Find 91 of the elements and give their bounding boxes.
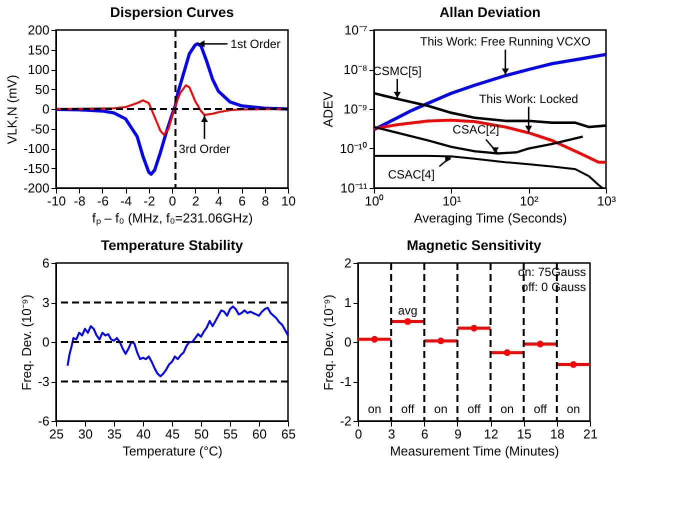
x-tick-label: 10⁰: [364, 194, 384, 208]
x-axis-title: Measurement Time (Minutes): [390, 444, 560, 458]
x-tick-label: 12: [484, 426, 498, 442]
legend-label: CSAC[2]: [452, 122, 500, 136]
y-tick-label: 6: [42, 256, 50, 270]
y-tick-label: 0: [344, 334, 352, 350]
point: [570, 361, 577, 368]
point: [470, 324, 478, 332]
y-tick-label: 0: [42, 334, 50, 350]
point: [536, 340, 544, 348]
x-tick-label: 55: [223, 426, 238, 442]
y-tick-label: 10⁻¹⁰: [340, 141, 368, 156]
x-tick-label: -6: [97, 194, 109, 208]
x-tick-label: 10²: [520, 194, 540, 208]
y-axis-title: Freq. Dev. (10⁻⁹): [320, 294, 336, 391]
point: [404, 318, 412, 325]
line-series: [66, 305, 289, 378]
chart-title: Allan Deviation: [439, 4, 541, 20]
annotation: on: [368, 402, 382, 416]
x-tick-label: 10³: [597, 194, 617, 208]
x-axis-title: Averaging Time (Seconds): [414, 210, 567, 226]
annotation: avg: [398, 303, 418, 318]
x-tick-label: 25: [49, 426, 64, 442]
point: [371, 336, 378, 343]
x-tick-label: -2: [144, 194, 156, 208]
chart-title: Magnetic Sensitivity: [406, 237, 542, 253]
y-tick-label: 1: [344, 295, 352, 310]
series-label: CSMC[5]: [372, 64, 422, 78]
x-tick-label: 18: [550, 426, 565, 442]
x-tick-label: 60: [252, 426, 267, 442]
x-tick-label: -4: [120, 194, 132, 208]
y-axis-title: VLK,N (mV): [4, 74, 20, 144]
x-tick-label: 3: [388, 426, 396, 442]
x-tick-label: 50: [194, 426, 209, 442]
y-tick-label: 2: [344, 256, 352, 270]
annotation: off: [534, 402, 548, 416]
y-tick-label: 10⁻⁸: [344, 62, 368, 77]
x-tick-label: 6: [238, 194, 246, 208]
y-tick-label: 100: [28, 62, 50, 77]
y-tick-label: -1: [340, 374, 352, 389]
x-tick-label: 35: [107, 426, 122, 442]
x-tick-label: 21: [583, 426, 598, 442]
x-tick-label: 0: [168, 194, 176, 208]
y-tick-label: -100: [23, 141, 50, 156]
x-tick-label: 8: [262, 194, 269, 208]
y-tick-label: 50: [35, 82, 50, 97]
y-tick-label: -50: [30, 121, 50, 136]
y-tick-label: 10⁻⁷: [344, 22, 368, 38]
chart-title: Temperature Stability: [100, 237, 244, 253]
x-tick-label: 6: [421, 426, 428, 442]
y-tick-label: -6: [38, 414, 50, 428]
x-tick-label: -10: [47, 194, 66, 208]
x-tick-label: 2: [192, 194, 200, 208]
y-tick-label: 3: [42, 295, 50, 310]
x-tick-label: 30: [78, 426, 93, 442]
annotation: off: [467, 402, 482, 416]
x-axis-title: fₚ – f₀ (MHz, f₀=231.06GHz): [92, 210, 253, 226]
y-tick-label: -2: [340, 414, 352, 428]
x-axis-title: Temperature (°C): [122, 444, 222, 458]
annotation: on: 75Gauss: [518, 265, 586, 279]
annotation: off: [401, 402, 415, 416]
x-tick-label: -8: [74, 194, 86, 208]
x-tick-label: 10: [281, 194, 296, 208]
annotation: on: [500, 402, 514, 416]
y-tick-label: 200: [28, 22, 50, 38]
text: 1st Order: [230, 36, 281, 51]
chart-title: Dispersion Curves: [110, 4, 234, 20]
series-label: 3rd Order: [178, 142, 230, 156]
y-tick-label: -200: [23, 180, 50, 196]
y-tick-label: 10⁻¹¹: [340, 180, 368, 196]
annotation: on: [566, 402, 580, 416]
point: [504, 349, 510, 356]
annotation: on: [434, 402, 448, 416]
x-tick-label: 45: [165, 426, 180, 442]
y-tick-label: -150: [23, 160, 50, 176]
x-tick-label: 15: [516, 426, 532, 442]
y-tick-label: -3: [38, 374, 50, 389]
y-tick-label: 150: [28, 42, 50, 58]
series-label: This Work: Locked: [479, 92, 578, 106]
y-tick-label: 10⁻⁹: [343, 102, 368, 116]
point: [438, 337, 444, 344]
x-tick-label: 10¹: [442, 194, 462, 208]
y-axis-title: Freq. Dev. (10⁻⁹): [18, 294, 34, 391]
series-label: CSAC[4]: [388, 167, 435, 182]
y-tick-label: 0: [42, 102, 50, 116]
x-tick-label: 4: [215, 194, 223, 208]
y-axis-title: ADEV: [320, 91, 336, 128]
x-tick-label: 9: [454, 426, 462, 442]
series-label: This Work: Free Running VCXO: [420, 34, 591, 49]
x-tick-label: 40: [136, 426, 151, 442]
x-tick-label: 65: [281, 426, 296, 442]
